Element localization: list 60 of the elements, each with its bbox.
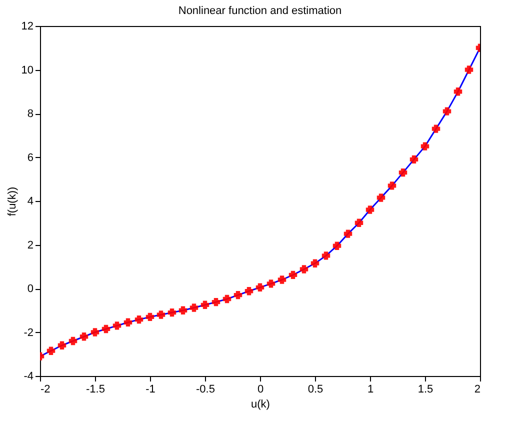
point xyxy=(310,259,320,268)
point xyxy=(388,182,396,190)
point xyxy=(234,290,242,300)
y-tick-label: 2 xyxy=(27,239,34,252)
x-tick-label: 1 xyxy=(367,384,374,396)
point xyxy=(464,66,474,74)
chart-title: Nonlinear function and estimation xyxy=(178,5,342,17)
point xyxy=(244,287,254,296)
point xyxy=(432,124,440,133)
x-tick-label: 0.5 xyxy=(308,384,324,396)
x-tick-label: -2 xyxy=(40,384,50,396)
point xyxy=(410,155,418,164)
y-tick-label: -2 xyxy=(24,326,34,339)
y-tick-label: 6 xyxy=(27,152,34,164)
point xyxy=(178,306,188,314)
point xyxy=(366,206,374,214)
point xyxy=(80,332,88,341)
x-tick-label: 1.5 xyxy=(418,384,434,396)
y-axis-title: f(u(k)) xyxy=(6,186,18,216)
point xyxy=(454,88,462,96)
point xyxy=(146,312,154,322)
point xyxy=(278,276,286,284)
point xyxy=(354,218,364,227)
point xyxy=(168,308,176,317)
y-tick-label: 8 xyxy=(27,108,34,120)
point xyxy=(332,242,342,250)
x-tick-label: 2 xyxy=(474,384,480,396)
point xyxy=(46,346,56,355)
y-tick-label: 12 xyxy=(21,20,34,32)
y-tick-label: 0 xyxy=(27,283,34,295)
y-tick-label: 10 xyxy=(21,64,34,76)
point xyxy=(90,328,100,336)
point xyxy=(212,298,220,306)
point xyxy=(376,194,386,202)
point xyxy=(200,300,210,310)
x-tick-label: 0 xyxy=(257,384,264,396)
y-tick-label: -4 xyxy=(24,370,34,382)
point xyxy=(442,107,452,116)
point xyxy=(300,265,308,274)
point xyxy=(190,304,198,312)
point xyxy=(134,315,144,324)
point xyxy=(322,252,330,260)
point xyxy=(156,310,166,319)
point xyxy=(398,168,408,177)
x-axis-title: u(k) xyxy=(251,398,270,410)
x-tick-label: -1 xyxy=(146,384,156,396)
point xyxy=(222,294,232,304)
y-tick-label: 4 xyxy=(27,196,34,208)
point xyxy=(58,341,66,350)
point xyxy=(102,324,110,334)
point xyxy=(288,270,298,280)
point xyxy=(420,142,430,150)
point xyxy=(344,230,352,238)
point xyxy=(266,280,276,288)
x-tick-label: -0.5 xyxy=(196,384,215,396)
point xyxy=(112,322,122,330)
point xyxy=(68,336,78,346)
x-tick-label: -1.5 xyxy=(86,384,105,396)
point xyxy=(124,318,132,327)
point xyxy=(256,283,264,292)
